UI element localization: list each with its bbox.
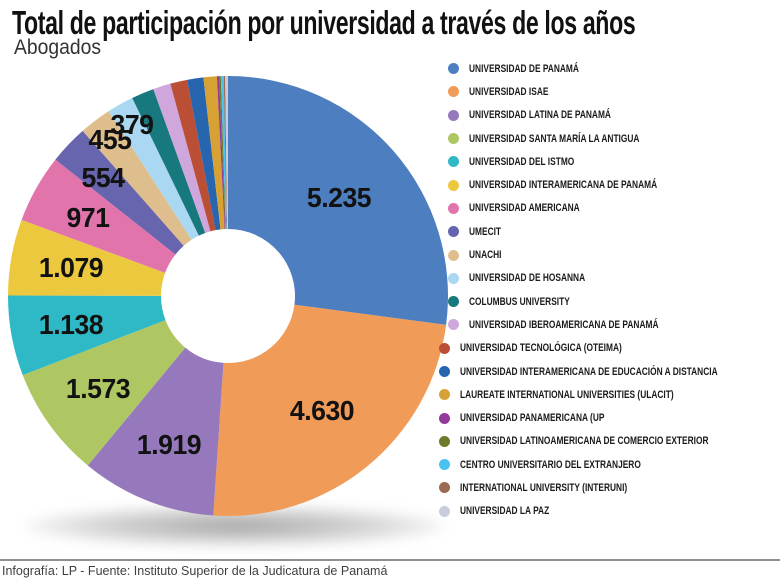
legend-color-dot [439, 482, 450, 494]
slice-value-label: 455 [88, 123, 132, 155]
slice-value-label: 554 [81, 161, 125, 193]
legend-color-dot [439, 412, 450, 424]
legend-color-dot [439, 389, 450, 401]
legend-label: UNIVERSIDAD LA PAZ [460, 505, 550, 518]
page-title: Total de participación por universidad a… [12, 4, 636, 41]
legend-label: UNIVERSIDAD PANAMERICANA (UP [460, 412, 605, 425]
legend-item: UMECIT [448, 220, 780, 243]
legend-label: UNIVERSIDAD DE HOSANNA [469, 272, 586, 285]
chart-legend: UNIVERSIDAD DE PANAMÁ UNIVERSIDAD ISAE UNI… [439, 57, 780, 523]
legend-item: UNIVERSIDAD TECNOLÓGICA (OTEIMA) [439, 337, 780, 360]
legend-label: UNIVERSIDAD ISAE [469, 85, 549, 98]
legend-color-dot [448, 272, 459, 284]
legend-item: UNIVERSIDAD DEL ISTMO [448, 150, 780, 173]
pie-slice-15 [216, 76, 226, 230]
legend-color-dot [448, 109, 459, 121]
pie-slice-4 [7, 295, 166, 376]
pie-slice-7 [55, 130, 184, 255]
legend-item: LAUREATE INTERNATIONAL UNIVERSITIES (ULA… [439, 383, 780, 406]
legend-label: UNIVERSIDAD TECNOLÓGICA (OTEIMA) [460, 342, 622, 355]
slice-value-label: 4.630 [289, 394, 355, 426]
legend-label: UNIVERSIDAD LATINA DE PANAMÁ [469, 109, 611, 122]
slice-value-label: 1.079 [38, 251, 103, 283]
pie-slice-3 [22, 320, 186, 466]
legend-label: UNIVERSIDAD DEL ISTMO [469, 155, 575, 168]
pie-slice-18 [223, 76, 228, 230]
slice-value-label: 5.235 [307, 182, 372, 214]
pie-slice-10 [132, 89, 206, 236]
slice-value-label: 1.138 [38, 309, 104, 341]
legend-label: UNIVERSIDAD DE PANAMÁ [469, 62, 579, 75]
legend-color-dot [448, 63, 459, 75]
pie-slice-9 [108, 97, 199, 240]
legend-item: UNIVERSIDAD ISAE [448, 80, 780, 103]
legend-item: UNIVERSIDAD PANAMERICANA (UP [439, 406, 780, 429]
legend-item: CENTRO UNIVERSITARIO DEL EXTRANJERO [439, 453, 780, 476]
legend-color-dot [439, 435, 450, 447]
pie-slice-17 [220, 76, 227, 230]
legend-color-dot [439, 505, 450, 517]
pie-slice-6 [21, 159, 176, 273]
footer-credit: Infografía: LP - Fuente: Instituto Super… [2, 564, 388, 578]
legend-label: CENTRO UNIVERSITARIO DEL EXTRANJERO [460, 458, 641, 471]
chart-subtitle: Abogados [14, 36, 102, 59]
legend-label: UNIVERSIDAD IBEROAMERICANA DE PANAMÁ [469, 318, 659, 331]
legend-label: UNACHI [469, 249, 502, 262]
legend-label: UMECIT [469, 225, 502, 238]
footer-divider [0, 559, 780, 561]
legend-item: UNIVERSIDAD INTERAMERICANA DE PANAMÁ [448, 173, 780, 196]
legend-label: UNIVERSIDAD AMERICANA [469, 202, 580, 215]
pie-slice-19 [225, 76, 228, 230]
legend-color-dot [448, 226, 459, 238]
legend-label: UNIVERSIDAD LATINOAMERICANA DE COMERCIO … [460, 435, 709, 448]
legend-item: UNIVERSIDAD LATINA DE PANAMÁ [448, 104, 780, 127]
pie-slice-12 [170, 79, 216, 232]
legend-item: UNIVERSIDAD AMERICANA [448, 197, 780, 220]
legend-color-dot [439, 459, 450, 471]
legend-color-dot [448, 133, 459, 145]
pie-slice-2 [87, 347, 224, 516]
pie-slice-11 [153, 83, 211, 233]
legend-color-dot [448, 296, 459, 308]
legend-color-dot [439, 366, 450, 377]
pie-slice-16 [219, 76, 226, 230]
slice-value-label: 1.919 [136, 428, 202, 460]
donut-chart-area: 5.235 4.630 1.919 1.573 1.138 1.079 971 554 455 3… [0, 57, 460, 562]
pie-slice-1 [213, 304, 447, 517]
legend-item: UNIVERSIDAD LATINOAMERICANA DE COMERCIO … [439, 430, 780, 453]
legend-item: COLUMBUS UNIVERSITY [448, 290, 780, 313]
legend-label: UNIVERSIDAD INTERAMERICANA DE PANAMÁ [469, 179, 658, 192]
legend-label: UNIVERSIDAD SANTA MARÍA LA ANTIGUA [469, 132, 640, 145]
legend-item: INTERNATIONAL UNIVERSITY (INTERUNI) [439, 476, 780, 499]
pie-slice-14 [203, 76, 225, 230]
slice-value-label: 971 [66, 201, 110, 233]
donut-chart [7, 76, 449, 517]
pie-slice-13 [187, 77, 221, 231]
legend-label: LAUREATE INTERNATIONAL UNIVERSITIES (ULA… [460, 388, 674, 401]
legend-color-dot [448, 319, 459, 331]
legend-item: UNIVERSIDAD INTERAMERICANA DE EDUCACIÓN … [439, 360, 780, 383]
legend-label: COLUMBUS UNIVERSITY [469, 295, 570, 308]
legend-item: UNIVERSIDAD SANTA MARÍA LA ANTIGUA [448, 127, 780, 150]
slice-value-label: 379 [110, 109, 154, 141]
legend-label: UNIVERSIDAD INTERAMERICANA DE EDUCACIÓN … [460, 365, 718, 378]
legend-label: INTERNATIONAL UNIVERSITY (INTERUNI) [460, 481, 628, 494]
legend-color-dot [448, 156, 459, 168]
legend-item: UNIVERSIDAD DE HOSANNA [448, 267, 780, 290]
legend-color-dot [439, 342, 450, 354]
legend-item: UNIVERSIDAD LA PAZ [439, 500, 780, 523]
pie-slice-8 [82, 111, 192, 246]
legend-item: UNACHI [448, 243, 780, 266]
legend-item: UNIVERSIDAD DE PANAMÁ [448, 57, 780, 80]
pie-slice-5 [8, 219, 166, 296]
legend-color-dot [448, 202, 459, 214]
legend-color-dot [448, 179, 459, 191]
pie-slice-0 [228, 76, 449, 325]
slice-value-label: 1.573 [66, 373, 131, 405]
legend-color-dot [448, 249, 459, 261]
legend-color-dot [448, 86, 459, 98]
legend-item: UNIVERSIDAD IBEROAMERICANA DE PANAMÁ [448, 313, 780, 336]
